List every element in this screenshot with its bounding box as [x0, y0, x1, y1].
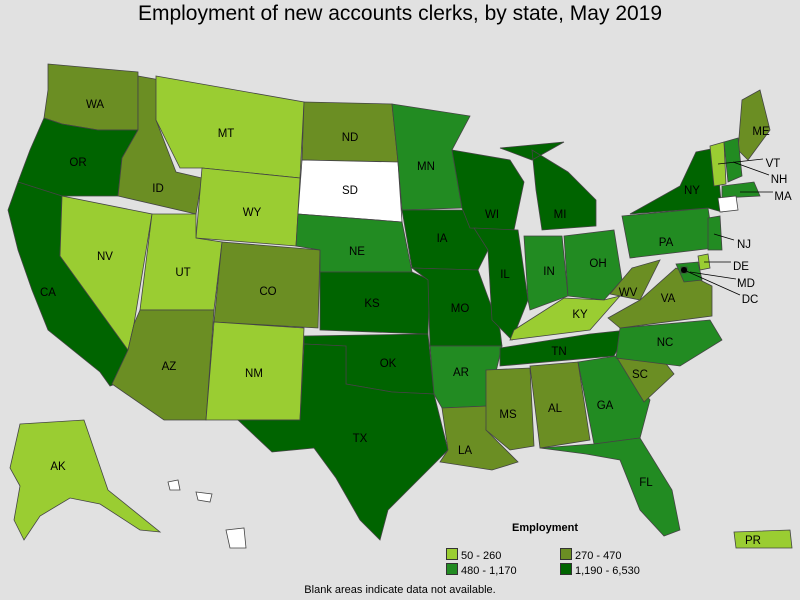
- state-fl: [539, 437, 681, 537]
- legend-item-bin-2: 270 - 470: [560, 548, 621, 562]
- state-label-mi: MI: [554, 209, 567, 221]
- legend-swatch: [560, 548, 572, 560]
- state-label-il: IL: [500, 269, 510, 281]
- state-hi: [167, 479, 247, 549]
- state-label-nh: NH: [771, 174, 788, 186]
- state-label-wv: WV: [619, 287, 638, 299]
- state-label-me: ME: [752, 126, 770, 138]
- leader-line-dc: [683, 269, 741, 296]
- state-mi: [499, 141, 597, 231]
- state-label-ky: KY: [572, 309, 588, 321]
- state-label-al: AL: [548, 403, 563, 415]
- state-label-nc: NC: [657, 337, 674, 349]
- state-label-az: AZ: [162, 361, 177, 373]
- state-label-in: IN: [543, 266, 555, 278]
- legend-swatch: [446, 563, 458, 575]
- state-label-wi: WI: [485, 209, 499, 221]
- state-ms: [485, 367, 535, 451]
- state-label-ne: NE: [349, 246, 365, 258]
- state-label-nv: NV: [97, 251, 113, 263]
- state-ak: [9, 419, 162, 541]
- state-label-vt: VT: [766, 158, 781, 170]
- state-label-wy: WY: [243, 207, 262, 219]
- state-label-pr: PR: [745, 535, 761, 547]
- state-label-ga: GA: [597, 400, 614, 412]
- state-label-ca: CA: [40, 287, 56, 299]
- legend-swatch: [446, 548, 458, 560]
- state-label-ms: MS: [499, 409, 517, 421]
- state-ny: [629, 147, 723, 215]
- state-label-tx: TX: [353, 433, 368, 445]
- state-label-ak: AK: [50, 461, 66, 473]
- leader-line-md: [689, 271, 737, 280]
- data-availability-note: Blank areas indicate data not available.: [304, 584, 496, 596]
- state-me: [737, 89, 771, 161]
- state-in: [523, 235, 569, 311]
- state-wa: [43, 63, 139, 131]
- state-label-wa: WA: [86, 99, 104, 111]
- state-pa: [621, 207, 715, 259]
- state-label-mt: MT: [218, 128, 235, 140]
- leader-line-nj: [713, 233, 735, 241]
- state-label-pa: PA: [659, 237, 674, 249]
- state-label-va: VA: [661, 293, 676, 305]
- state-co: [213, 241, 321, 329]
- state-label-or: OR: [69, 157, 86, 169]
- state-label-nm: NM: [245, 368, 263, 380]
- state-nj: [707, 215, 723, 251]
- map-title: Employment of new accounts clerks, by st…: [137, 2, 663, 25]
- state-label-ok: OK: [380, 358, 397, 370]
- state-label-mn: MN: [417, 161, 435, 173]
- state-mt: [155, 75, 305, 179]
- state-label-fl: FL: [639, 477, 653, 489]
- legend-item-bin-1: 50 - 260: [446, 548, 501, 562]
- legend-item-bin-3: 480 - 1,170: [446, 563, 517, 577]
- state-label-sd: SD: [342, 185, 358, 197]
- state-label-md: MD: [737, 278, 755, 290]
- legend-swatch: [560, 563, 572, 575]
- state-wv: [609, 259, 661, 301]
- legend-item-bin-4: 1,190 - 6,530: [560, 563, 640, 577]
- state-label-ma: MA: [774, 191, 792, 203]
- state-label-id: ID: [152, 183, 164, 195]
- state-ct: [717, 195, 739, 213]
- state-label-mo: MO: [451, 303, 470, 315]
- state-label-ia: IA: [437, 233, 448, 245]
- state-label-ut: UT: [175, 267, 190, 279]
- state-label-dc: DC: [742, 294, 759, 306]
- leader-line-nh: [732, 161, 770, 176]
- state-label-oh: OH: [589, 258, 606, 270]
- state-tx: [236, 343, 449, 541]
- state-nh: [723, 137, 743, 183]
- state-az: [111, 309, 215, 421]
- state-label-la: LA: [458, 445, 472, 457]
- state-al: [529, 361, 591, 449]
- state-label-ks: KS: [364, 298, 380, 310]
- state-ma: [721, 181, 761, 199]
- state-ia: [401, 209, 489, 271]
- state-nc: [615, 319, 723, 367]
- legend-title: Employment: [512, 522, 579, 534]
- state-label-nj: NJ: [737, 239, 751, 251]
- state-pr: [733, 529, 793, 549]
- state-label-de: DE: [733, 261, 749, 273]
- state-label-sc: SC: [632, 369, 648, 381]
- state-label-nd: ND: [342, 132, 359, 144]
- state-label-co: CO: [259, 286, 276, 298]
- leader-line-vt: [717, 158, 764, 165]
- state-label-ny: NY: [684, 185, 700, 197]
- state-label-tn: TN: [551, 346, 566, 358]
- state-label-ar: AR: [453, 367, 469, 379]
